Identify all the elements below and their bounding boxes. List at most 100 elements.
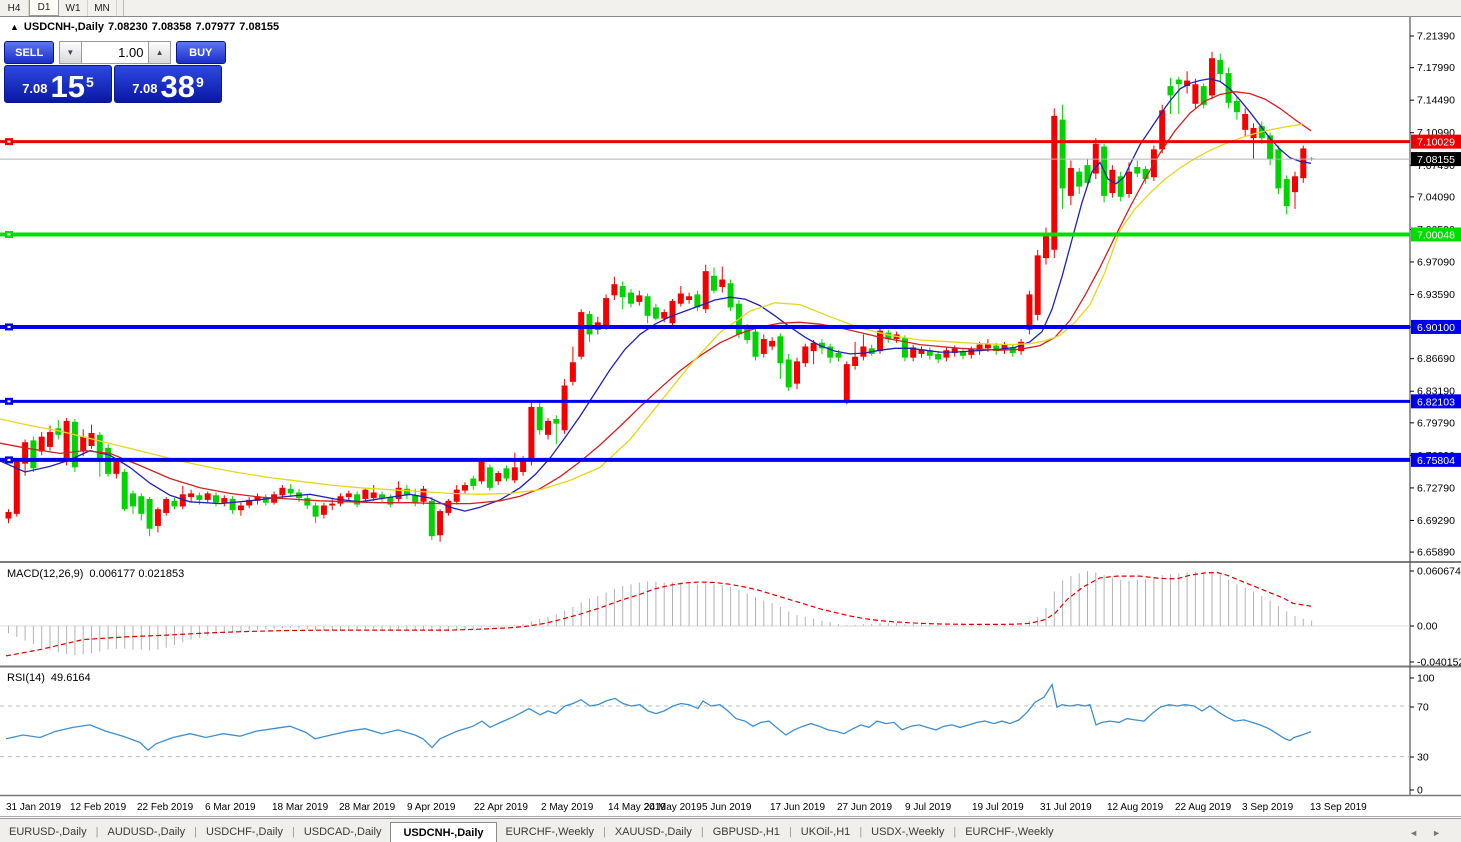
timeframe-button-d1[interactable]: D1 xyxy=(29,0,59,16)
rsi-label-row: RSI(14) 49.6164 xyxy=(7,672,97,684)
rsi-axis-label: 100 xyxy=(1417,673,1435,685)
candles-layer xyxy=(5,51,1315,542)
bear-candle xyxy=(1117,176,1124,197)
collapse-panel-icon[interactable]: ▲ xyxy=(10,22,19,32)
timeframe-button-w1[interactable]: W1 xyxy=(59,0,88,16)
tabs-scroll-right-icon[interactable]: ► xyxy=(1432,828,1455,838)
bull-candle xyxy=(395,487,402,499)
bull-candle xyxy=(188,493,195,498)
bear-candle xyxy=(486,467,493,488)
date-label: 9 Jul 2019 xyxy=(905,802,952,813)
date-label: 9 Apr 2019 xyxy=(407,802,456,813)
date-label: 22 Apr 2019 xyxy=(474,802,528,813)
bull-candle xyxy=(1292,176,1298,193)
time-axis: 31 Jan 2019 12 Feb 2019 22 Feb 2019 6 Mar 2… xyxy=(6,802,1367,813)
bear-candle xyxy=(1175,79,1182,85)
level-price-tag-label: 6.90100 xyxy=(1417,322,1455,334)
tab-ukoil-h1[interactable]: UKOil-,H1 xyxy=(800,826,851,838)
bear-candle xyxy=(628,292,634,304)
bull-candle xyxy=(437,511,444,536)
tab-separator: | xyxy=(194,826,197,838)
volume-increase-button[interactable]: ▲ xyxy=(148,41,171,64)
bull-candle xyxy=(362,489,369,499)
bull-candle xyxy=(511,467,518,481)
macd-axis-label: 0.00 xyxy=(1417,621,1438,633)
date-label: 2 May 2019 xyxy=(541,802,594,813)
bear-candle xyxy=(586,313,593,335)
tab-usdcnh-daily[interactable]: USDCNH-,Daily xyxy=(390,822,497,842)
fast-ma-line xyxy=(0,78,1312,512)
price-tick-label: 6.86690 xyxy=(1417,353,1455,365)
bull-candle xyxy=(495,472,502,482)
bull-candle xyxy=(877,330,883,352)
sell-price-point: 5 xyxy=(86,74,94,90)
bear-candle xyxy=(694,294,701,308)
sell-price-pips: 15 xyxy=(50,69,85,104)
level-price-tag xyxy=(1411,227,1461,242)
tab-eurusd-daily[interactable]: EURUSD-,Daily xyxy=(9,826,87,838)
tab-gbpusd-h1[interactable]: GBPUSD-,H1 xyxy=(712,826,780,838)
bull-candle xyxy=(852,356,859,367)
bull-candle xyxy=(1126,171,1132,194)
timeframe-button-h4[interactable]: H4 xyxy=(0,0,29,16)
sell-price-display[interactable]: 7.08 15 5 xyxy=(4,65,112,103)
bull-candle xyxy=(968,349,975,355)
sell-button[interactable]: SELL xyxy=(4,41,55,64)
bull-candle xyxy=(345,493,352,498)
tab-usdcad-daily[interactable]: USDCAD-,Daily xyxy=(303,826,382,838)
bull-candle xyxy=(47,432,53,447)
current-price-tag xyxy=(1411,152,1461,167)
tab-separator: | xyxy=(95,826,99,838)
tab-usdchf-daily[interactable]: USDCHF-,Daily xyxy=(205,826,283,838)
bull-candle xyxy=(320,505,327,515)
tab-eurchf-weekly[interactable]: EURCHF-,Weekly xyxy=(965,826,1054,838)
tab-audusd-daily[interactable]: AUDUSD-,Daily xyxy=(107,826,186,838)
bull-candle xyxy=(1159,110,1166,150)
bull-candle xyxy=(611,284,618,296)
bull-candle xyxy=(1034,255,1041,315)
bear-candle xyxy=(1217,60,1224,75)
level-line-handle-dot xyxy=(7,458,11,461)
bull-candle xyxy=(237,505,244,511)
buy-button[interactable]: BUY xyxy=(175,41,226,64)
volume-decrease-button[interactable]: ▼ xyxy=(59,41,82,64)
bear-candle xyxy=(262,497,269,503)
macd-label-row: MACD(12,26,9) 0.006177 0.021853 xyxy=(7,568,190,580)
bull-candle xyxy=(13,461,20,514)
one-click-trading-panel: SELL ▼ 1.00 ▲ BUY 7.08 15 5 7.08 38 9 xyxy=(4,41,226,103)
bear-candle xyxy=(835,352,842,358)
tab-xauusd-daily[interactable]: XAUUSD-,Daily xyxy=(614,826,692,838)
price-tick-label: 6.72790 xyxy=(1417,482,1455,494)
price-axis: 7.213907.179907.144907.109907.074907.040… xyxy=(1410,31,1455,559)
bear-candle xyxy=(312,505,319,517)
bull-candle xyxy=(769,340,776,347)
date-label: 5 Jun 2019 xyxy=(702,802,752,813)
tab-eurchf-weekly[interactable]: EURCHF-,Weekly xyxy=(505,826,594,838)
tabs-scroll-left-icon[interactable]: ◄ xyxy=(1409,828,1433,838)
bull-candle xyxy=(1209,58,1215,96)
volume-input[interactable]: 1.00 xyxy=(81,41,149,64)
timeframe-button-mn[interactable]: MN xyxy=(88,0,117,16)
bear-candle xyxy=(121,472,128,510)
bear-candle xyxy=(1059,119,1066,189)
tab-usdx-weekly[interactable]: USDX-,Weekly xyxy=(871,826,945,838)
date-label: 6 Mar 2019 xyxy=(205,802,256,813)
bear-candle xyxy=(130,493,136,507)
date-label: 12 Aug 2019 xyxy=(1107,802,1164,813)
buy-price-display[interactable]: 7.08 38 9 xyxy=(114,65,222,103)
bear-candle xyxy=(55,428,62,435)
bear-candle xyxy=(619,286,626,298)
bear-candle xyxy=(536,406,543,431)
sell-price-prefix: 7.08 xyxy=(22,81,48,96)
level-line-handle-dot xyxy=(7,233,11,236)
date-label: 19 Jul 2019 xyxy=(972,802,1024,813)
bull-candle xyxy=(179,494,186,507)
bull-candle xyxy=(569,362,576,382)
buy-price-prefix: 7.08 xyxy=(132,81,158,96)
bull-candle xyxy=(677,293,684,304)
rsi-line xyxy=(5,682,1312,751)
bear-candle xyxy=(428,500,435,537)
bull-candle xyxy=(918,349,925,354)
